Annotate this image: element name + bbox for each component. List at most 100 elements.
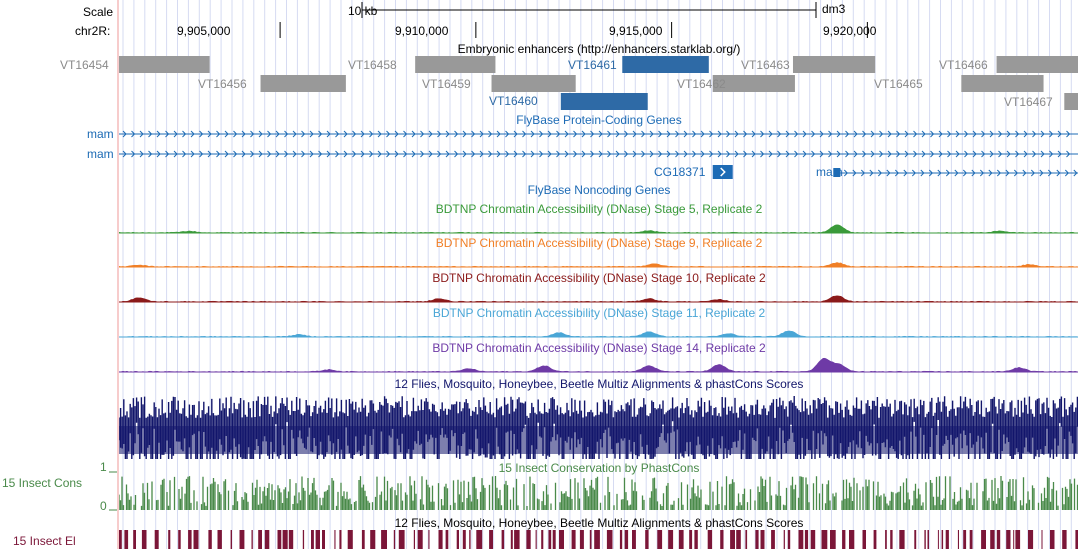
conserved-element [370,530,376,549]
phastcons-signal [119,476,1078,510]
conserved-element [862,530,866,549]
conserved-element [689,530,693,549]
vt16463-label[interactable]: VT16463 [741,58,790,72]
conserved-element [456,530,459,549]
conserved-element [277,530,282,549]
conserved-element [924,530,926,549]
enhancer-vt16460 [560,93,648,110]
conserved-element [154,530,159,549]
dnase-signal-4 [119,330,1078,338]
phastcons-axis-max: 1 [100,460,107,474]
dnase-signal-1 [119,224,1078,234]
conserved-element [489,530,493,549]
conserved-element [288,530,294,549]
enhancer-vt16458 [415,56,496,73]
enhancer-vt16459 [491,75,576,92]
conserved-element [239,530,245,549]
conserved-element [821,530,828,549]
conserved-element [849,530,855,549]
gene-cg18371-exon [712,165,733,179]
dnase-signal-2 [119,262,1078,268]
vt16462-label[interactable]: VT16462 [677,77,726,91]
vt16456-label[interactable]: VT16456 [198,77,247,91]
conserved-element [398,530,405,549]
conserved-element [1041,530,1043,549]
conserved-element [347,530,353,549]
conserved-element [552,530,556,549]
flybase-coding-track-title[interactable]: FlyBase Protein-Coding Genes [516,113,682,127]
conserved-element [541,530,544,549]
conserved-element [927,530,929,549]
phastcons-track-title[interactable]: 15 Insect Conservation by PhastCons [498,461,700,475]
enhancer-vt16463 [792,56,876,73]
conserved-element [594,530,600,549]
dnase-stage5-title[interactable]: BDTNP Chromatin Accessibility (DNase) St… [435,202,763,216]
conserved-element [981,530,986,549]
vt16454-label[interactable]: VT16454 [60,58,109,72]
conserved-element [141,530,147,549]
conserved-element [632,530,636,549]
dnase-stage9-title[interactable]: BDTNP Chromatin Accessibility (DNase) St… [435,236,763,250]
conserved-element [1006,530,1011,549]
conserved-element [707,530,713,549]
vt16466-label[interactable]: VT16466 [939,58,988,72]
elements-track-title[interactable]: 12 Flies, Mosquito, Honeybee, Beetle Mul… [394,516,804,530]
gene-mam-3-exon [833,168,841,177]
dnase-stage10-title[interactable]: BDTNP Chromatin Accessibility (DNase) St… [432,271,766,285]
phastcons-side-label[interactable]: 15 Insect Cons [2,476,83,490]
enhancers-track-title[interactable]: Embryonic enhancers (http://enhancers.st… [457,42,741,56]
conserved-element [842,530,846,549]
ruler-tick-label-4: 9,920,000 [823,24,877,38]
conserved-element [469,530,471,549]
vt16459-label[interactable]: VT16459 [422,77,471,91]
gene-label-mam-2[interactable]: mam [87,147,114,161]
gene-label-mam-3[interactable]: mam [816,165,843,179]
vt16458-label[interactable]: VT16458 [348,58,397,72]
dnase-stage14-title[interactable]: BDTNP Chromatin Accessibility (DNase) St… [432,341,766,355]
conserved-element [804,530,809,549]
flybase-noncoding-track-title[interactable]: FlyBase Noncoding Genes [527,183,671,197]
conserved-element [188,530,192,549]
conserved-element [548,530,552,549]
conserved-element [771,530,775,549]
elements-side-label[interactable]: 15 Insect El [13,534,76,548]
gene-mam-transcript-3-chevrons [843,169,1078,177]
conserved-element [476,530,483,549]
conserved-element [315,530,320,549]
multiz-track-title[interactable]: 12 Flies, Mosquito, Honeybee, Beetle Mul… [394,377,804,391]
conserved-element [720,530,724,549]
conserved-element [124,530,129,549]
conserved-element [694,530,698,549]
dnase-stage11-title[interactable]: BDTNP Chromatin Accessibility (DNase) St… [432,306,766,320]
conserved-element [361,530,365,549]
gene-label-cg18371[interactable]: CG18371 [654,165,706,179]
conserved-element [462,530,466,549]
conserved-element [624,530,629,549]
conserved-element [193,530,199,549]
conserved-element [526,530,531,549]
conserved-element [381,530,387,549]
vt16467-label[interactable]: VT16467 [1004,95,1053,109]
conserved-element [645,530,649,549]
vt16460-label[interactable]: VT16460 [489,94,538,108]
conserved-element [941,530,944,549]
track-separator [117,0,119,549]
vt16461-label[interactable]: VT16461 [568,58,617,72]
conserved-element [798,530,804,549]
ruler-tick-label-1: 9,905,000 [177,24,231,38]
conserved-element [736,530,741,549]
enhancer-vt16465 [961,75,1044,92]
conserved-element [1028,530,1034,549]
conserved-element [1015,530,1021,549]
conserved-element [514,530,520,549]
conserved-element [755,530,759,549]
vt16465-label[interactable]: VT16465 [874,77,923,91]
track-area[interactable]: dm3 10 kb 9,905,000 9,910,000 9,915,000 … [119,0,1078,549]
conserved-element [302,530,305,549]
assembly-label: dm3 [822,2,846,16]
enhancer-vt16466 [996,56,1078,73]
conserved-element [760,530,765,549]
phastcons-axis-min: 0 [100,499,107,513]
gene-label-mam-1[interactable]: mam [87,127,114,141]
